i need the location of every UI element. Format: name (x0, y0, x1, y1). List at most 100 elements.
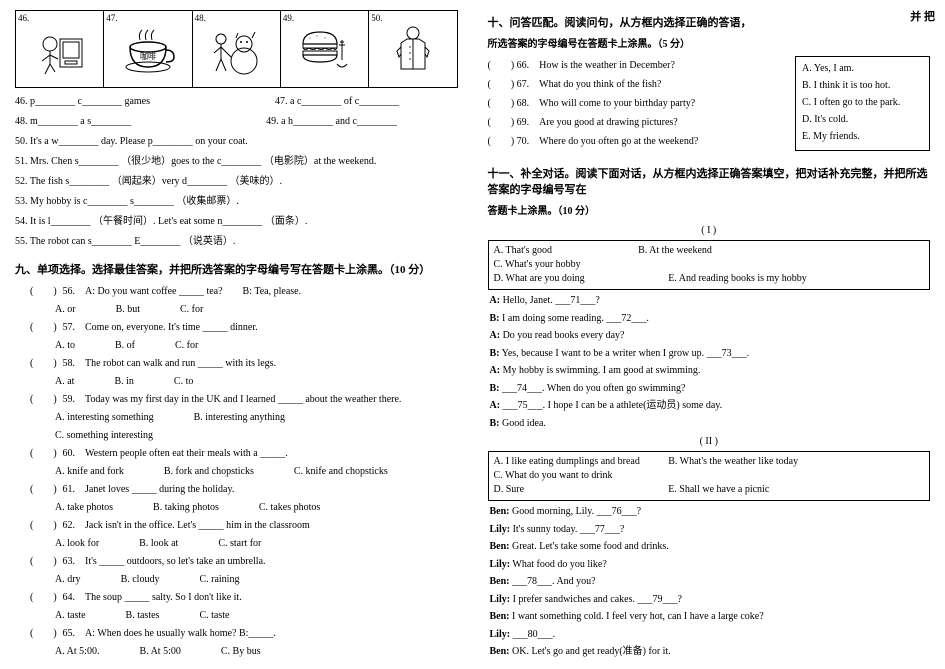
coffee-icon: 咖啡 (118, 22, 178, 77)
option: C. start for (218, 535, 261, 553)
snowman-icon (206, 19, 266, 79)
image-cell-49: 49. (281, 11, 369, 87)
option: A. look for (55, 535, 99, 553)
mc-question: ( ) 57. Come on, everyone. It's time ___… (15, 319, 458, 337)
mc-question: ( ) 59. Today was my first day in the UK… (15, 391, 458, 409)
q-text: The robot can s________ E________ （说英语）. (30, 236, 236, 247)
q-text: My hobby is c________ s________ （收集邮票）. (30, 196, 239, 207)
drawing-hamburger (283, 13, 366, 85)
image-num: 47. (106, 13, 117, 23)
option: B. of (115, 337, 135, 355)
option: B. interesting anything (194, 409, 285, 427)
q-num: 54. (15, 216, 28, 227)
opt: E. And reading books is my hobby (668, 272, 807, 286)
option: A. take photos (55, 499, 113, 517)
paren: ( ) (30, 391, 60, 409)
option: B. taking photos (153, 499, 219, 517)
dialogue-line: Lily: What food do you like? (490, 556, 929, 574)
option: A. knife and fork (55, 463, 124, 481)
image-num: 48. (195, 13, 206, 23)
dialogue-line: Ben: Good morning, Lily. ___76___? (490, 503, 929, 521)
drawing-games (18, 13, 101, 85)
opt: D. Sure (494, 483, 666, 497)
paren: ( ) (30, 625, 60, 643)
coat-icon (383, 19, 443, 79)
q-num: 52. (15, 176, 28, 187)
option: B. At 5:00 (139, 643, 180, 661)
paren: ( ) (30, 445, 60, 463)
q-text: m________ a s________ (30, 116, 131, 127)
dialogue1-mark: ( I ) (488, 225, 931, 236)
q-text: p________ c________ games (30, 96, 150, 107)
option: C. raining (199, 571, 239, 589)
option: A. to (55, 337, 75, 355)
mc-options: A. knife and forkB. fork and chopsticksC… (15, 463, 458, 481)
games-icon (30, 19, 90, 79)
fill-blank-section: 46. p________ c________ games 47. a c___… (15, 93, 458, 251)
dialogue-line: B: ___74___. When do you often go swimmi… (490, 380, 929, 398)
fill-line: 55. The robot can s________ E________ （说… (15, 233, 458, 251)
section11-title: 十一、补全对话。阅读下面对话，从方框内选择正确答案填空，把对话补充完整，并把所选… (488, 165, 931, 197)
fill-line: 50. It's a w________ day. Please p______… (15, 133, 458, 151)
image-row: 46. 47. 咖啡 (15, 10, 458, 88)
option: A. at (55, 373, 74, 391)
mc-question: ( ) 56. A: Do you want coffee _____ tea?… (15, 283, 458, 301)
coffee-label: 咖啡 (140, 51, 156, 61)
q-text: The fish s________ （闻起来）very d________ （… (30, 176, 282, 187)
paren: ( ) (30, 481, 60, 499)
q-text: It's a w________ day. Please p________ o… (30, 136, 248, 147)
q-text: It is l________ （午餐时间）. Let's eat some n… (30, 216, 307, 227)
q-num: 50. (15, 136, 28, 147)
q-num: 51. (15, 156, 28, 167)
dialogue-line: A: My hobby is swimming. I am good at sw… (490, 362, 929, 380)
dialogue-line: Lily: I prefer sandwiches and cakes. ___… (490, 591, 929, 609)
dialogue-line: Lily: ___80___. (490, 626, 929, 644)
mc-question: ( ) 63. It's _____ outdoors, so let's ta… (15, 553, 458, 571)
float-note: 并 把 (910, 8, 935, 24)
dialogue-line: B: Good idea. (490, 415, 929, 433)
opt: D. What are you doing (494, 272, 666, 286)
fill-line: 54. It is l________ （午餐时间）. Let's eat so… (15, 213, 458, 231)
opt: B. What's the weather like today (668, 455, 819, 469)
dialogue2-options: A. I like eating dumplings and bread B. … (488, 451, 931, 501)
image-cell-46: 46. (16, 11, 104, 87)
section9-title: 九、单项选择。选择最佳答案，并把所选答案的字母编号写在答题卡上涂黑。（10 分） (15, 261, 458, 277)
dialogue-line: Lily: It's sunny today. ___77___? (490, 521, 929, 539)
option: B. look at (139, 535, 178, 553)
hamburger-icon (295, 22, 355, 77)
opt: C. What do you want to drink (494, 469, 613, 483)
opt: A. I like eating dumplings and bread (494, 455, 666, 469)
image-num: 50. (371, 13, 382, 23)
q-text: Mrs. Chen s________ （很少地）goes to the c__… (30, 156, 376, 167)
mc-question: ( ) 61. Janet loves _____ during the hol… (15, 481, 458, 499)
q-text: a c________ of c________ (290, 96, 399, 107)
answer-option: E. My friends. (802, 129, 923, 145)
mc-question: ( ) 60. Western people often eat their m… (15, 445, 458, 463)
dialogue-line: B: Yes, because I want to be a writer wh… (490, 345, 929, 363)
mc-question: ( ) 65. A: When does he usually walk hom… (15, 625, 458, 643)
section10-sub: 所选答案的字母编号在答题卡上涂黑。（5 分） (488, 36, 931, 54)
paren: ( ) (30, 283, 60, 301)
q-text: a h________ and c________ (281, 116, 397, 127)
answer-option: A. Yes, I am. (802, 61, 923, 77)
right-column: 并 把 十、问答匹配。阅读问句，从方框内选择正确的答语， 所选答案的字母编号在答… (473, 0, 945, 669)
dialogue-line: Ben: ___78___. And you? (490, 573, 929, 591)
image-cell-47: 47. 咖啡 (104, 11, 192, 87)
mc-question: ( ) 64. The soup _____ salty. So I don't… (15, 589, 458, 607)
image-cell-48: 48. (193, 11, 281, 87)
mc-options: A. dryB. cloudyC. raining (15, 571, 458, 589)
paren: ( ) (30, 319, 60, 337)
dialogue-line: B: I am doing some reading. ___72___. (490, 310, 929, 328)
opt: E. Shall we have a picnic (668, 483, 769, 497)
section11-sub: 答题卡上涂黑。（10 分） (488, 203, 931, 221)
paren: ( ) (30, 553, 60, 571)
dialogue-line: Ben: OK. Let's go and get ready(准备) for … (490, 643, 929, 661)
opt: C. What's your hobby (494, 258, 636, 272)
mc-options: A. look for B. look at C. start for (15, 535, 458, 553)
drawing-coat (371, 13, 454, 85)
option: C. for (175, 337, 198, 355)
paren: ( ) (30, 355, 60, 373)
option: A. taste (55, 607, 86, 625)
answer-box: A. Yes, I am.B. I think it is too hot.C.… (795, 56, 930, 151)
option: A. or (55, 301, 76, 319)
